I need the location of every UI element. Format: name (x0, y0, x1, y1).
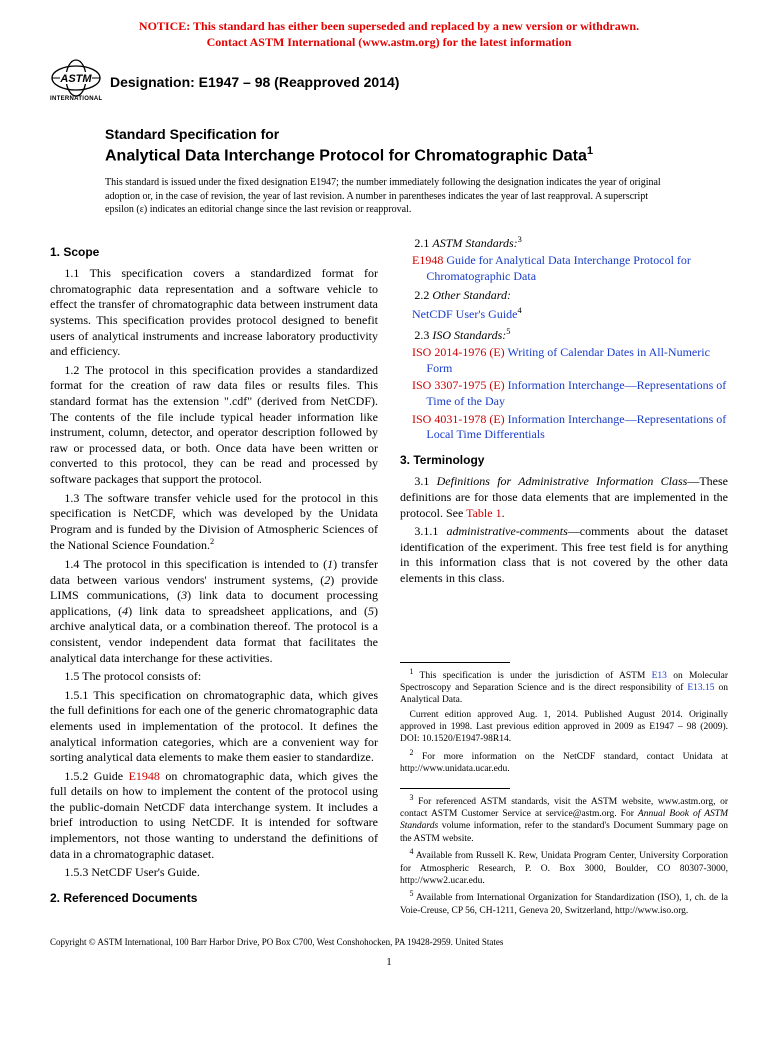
para-3-1-1-italic: administrative-comments (446, 524, 567, 538)
footnote-sup-5: 5 (506, 327, 510, 336)
fn4-text: Available from Russell K. Rew, Unidata P… (400, 851, 728, 886)
ref-code-iso4031[interactable]: ISO 4031-1978 (E) (412, 412, 505, 426)
ref-code-iso3307[interactable]: ISO 3307-1975 (E) (412, 378, 505, 392)
logo-label: INTERNATIONAL (50, 96, 102, 104)
para-1-3: 1.3 The software transfer vehicle used f… (50, 491, 378, 554)
footnote-separator-left (400, 662, 510, 663)
footnotes-right: 3 For referenced ASTM standards, visit t… (400, 788, 728, 918)
para-3-1-1-num: 3.1.1 (414, 524, 446, 538)
footnote-sup-4: 4 (518, 306, 522, 315)
para-3-1-1: 3.1.1 administrative-comments—comments a… (400, 524, 728, 586)
svg-text:ASTM: ASTM (59, 73, 92, 85)
ref-2-1-label: 2.1 (414, 236, 432, 250)
para-3-1-num: 3.1 (414, 474, 436, 488)
footnote-1-p2: Current edition approved Aug. 1, 2014. P… (400, 709, 728, 746)
ref-2-3-italic: ISO Standards: (432, 328, 506, 342)
fn5-text: Available from International Organizatio… (400, 894, 728, 916)
para-1-5-2: 1.5.2 Guide E1948 on chromatographic dat… (50, 769, 378, 863)
footnote-4: 4 Available from Russell K. Rew, Unidata… (400, 847, 728, 887)
footnote-sup-3: 3 (518, 235, 522, 244)
ref-iso-2014: ISO 2014-1976 (E) Writing of Calendar Da… (400, 345, 728, 376)
fn2-text: For more information on the NetCDF stand… (400, 752, 728, 774)
title-block: Standard Specification for Analytical Da… (105, 126, 728, 166)
para-1-5: 1.5 The protocol consists of: (50, 669, 378, 685)
title-text: Analytical Data Interchange Protocol for… (105, 147, 587, 164)
para-1-5-2-a: 1.5.2 Guide (64, 769, 128, 783)
ref-link-e1948[interactable]: E1948 (129, 769, 160, 783)
para-1-5-3: 1.5.3 NetCDF User's Guide. (50, 865, 378, 881)
fn1-link-e13[interactable]: E13 (652, 671, 667, 681)
document-page: NOTICE: This standard has either been su… (0, 0, 778, 999)
para-1-4: 1.4 The protocol in this specification i… (50, 557, 378, 666)
ref-code-e1948[interactable]: E1948 (412, 253, 443, 267)
para-3-1-italic: Definitions for Administrative Informati… (437, 474, 688, 488)
section-head-scope: 1. Scope (50, 245, 378, 261)
ref-iso-4031: ISO 4031-1978 (E) Information Interchang… (400, 412, 728, 443)
para-1-5-1: 1.5.1 This specification on chromatograp… (50, 688, 378, 766)
footnote-2: 2 For more information on the NetCDF sta… (400, 748, 728, 776)
footnote-3: 3 For referenced ASTM standards, visit t… (400, 793, 728, 846)
ref-title-e1948[interactable]: Guide for Analytical Data Interchange Pr… (426, 253, 691, 283)
fn1-link-e1315[interactable]: E13.15 (687, 683, 714, 693)
designation: Designation: E1947 – 98 (Reapproved 2014… (110, 73, 399, 91)
ref-link-table1[interactable]: Table 1 (466, 506, 501, 520)
para-1-2: 1.2 The protocol in this specification p… (50, 363, 378, 488)
ref-2-3: 2.3 ISO Standards:5 (400, 327, 728, 344)
para-3-1-c: . (502, 506, 505, 520)
copyright-line: Copyright © ASTM International, 100 Barr… (50, 937, 728, 949)
fn3-b: volume information, refer to the standar… (400, 821, 728, 843)
title-label: Standard Specification for (105, 126, 728, 144)
ref-title-netcdf[interactable]: NetCDF User's Guide (412, 307, 518, 321)
footnote-separator-right (400, 788, 510, 789)
header-row: ASTM INTERNATIONAL Designation: E1947 – … (50, 58, 728, 106)
title-main: Analytical Data Interchange Protocol for… (105, 144, 728, 166)
footnote-1: 1 This specification is under the jurisd… (400, 667, 728, 707)
ref-2-1-italic: ASTM Standards: (432, 236, 517, 250)
body-columns: 1. Scope 1.1 This specification covers a… (50, 235, 728, 918)
section-head-term: 3. Terminology (400, 453, 728, 469)
footnote-sup-2: 2 (210, 537, 214, 546)
issued-note: This standard is issued under the fixed … (105, 176, 673, 217)
para-1-1: 1.1 This specification covers a standard… (50, 266, 378, 360)
ref-2-2-label: 2.2 (414, 288, 432, 302)
title-footnote-sup: 1 (587, 145, 593, 157)
ref-code-iso2014[interactable]: ISO 2014-1976 (E) (412, 345, 505, 359)
ref-iso-3307: ISO 3307-1975 (E) Information Interchang… (400, 378, 728, 409)
ref-e1948: E1948 Guide for Analytical Data Intercha… (400, 253, 728, 284)
fn1-a: This specification is under the jurisdic… (420, 671, 652, 681)
ref-2-2: 2.2 Other Standard: (400, 288, 728, 304)
para-3-1: 3.1 Definitions for Administrative Infor… (400, 474, 728, 521)
footnote-5: 5 Available from International Organizat… (400, 889, 728, 917)
page-number: 1 (50, 955, 728, 969)
footnotes-left: 1 This specification is under the jurisd… (400, 662, 728, 776)
ref-netcdf: NetCDF User's Guide4 (400, 306, 728, 323)
supersession-notice: NOTICE: This standard has either been su… (50, 18, 728, 50)
ref-2-3-label: 2.3 (414, 328, 432, 342)
astm-logo: ASTM INTERNATIONAL (50, 58, 102, 106)
ref-2-2-italic: Other Standard: (432, 288, 511, 302)
ref-2-1: 2.1 ASTM Standards:3 (400, 235, 728, 252)
section-head-refs: 2. Referenced Documents (50, 891, 378, 907)
